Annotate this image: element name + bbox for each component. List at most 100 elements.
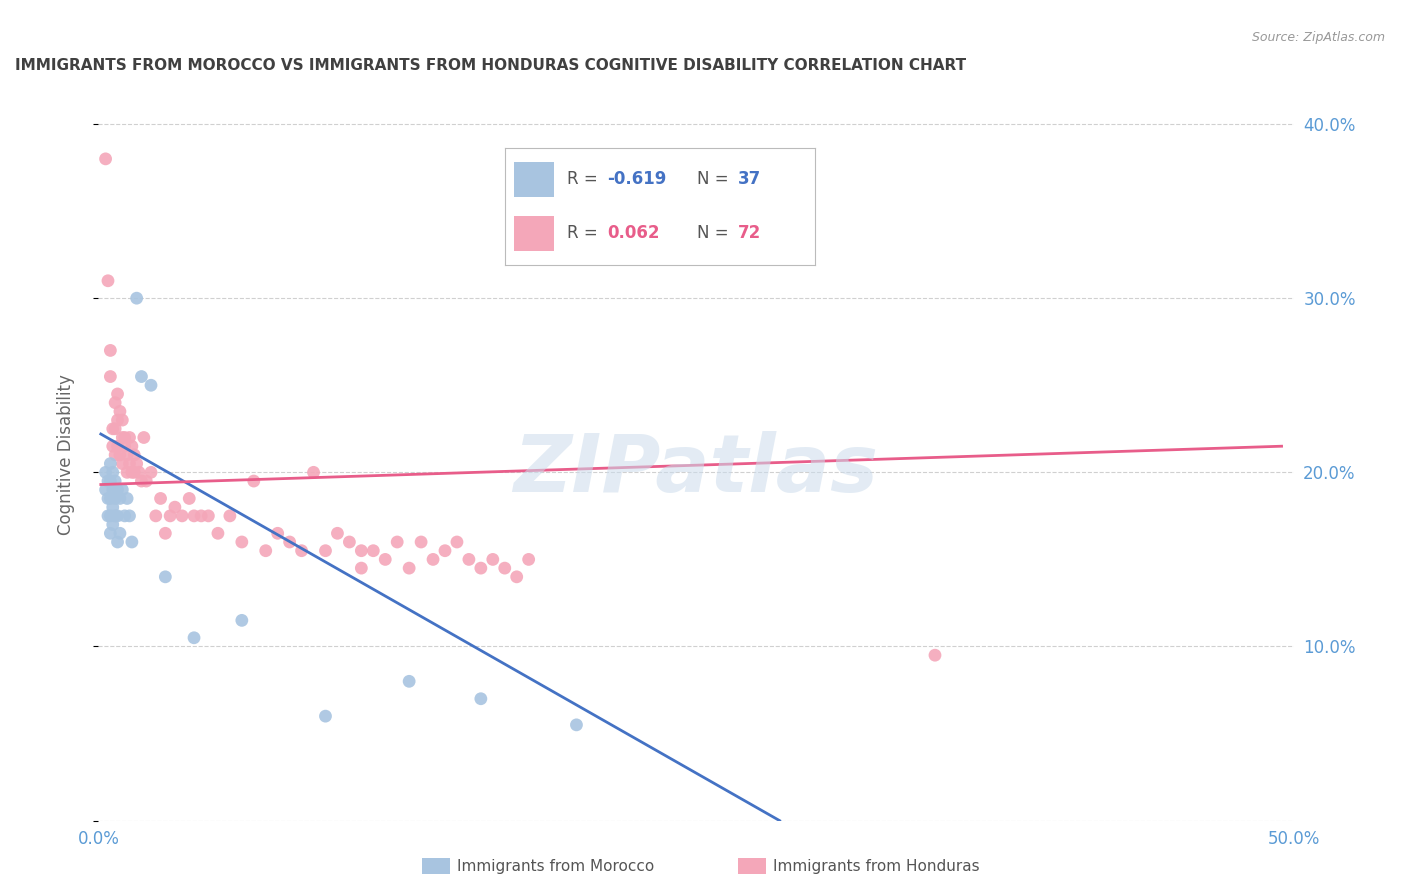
Point (315, 543, 337, 558)
Point (121, 439, 143, 453)
Point (302, 466, 325, 480)
Point (565, 718, 588, 732)
Point (94, 152, 117, 166)
Point (115, 491, 138, 506)
Point (101, 466, 124, 480)
Point (131, 369, 153, 384)
Point (108, 448, 131, 462)
Point (506, 570, 529, 584)
Point (107, 508, 129, 523)
Point (114, 430, 136, 444)
Point (124, 448, 146, 462)
Point (98, 457, 122, 471)
Point (924, 648, 946, 663)
Point (243, 474, 266, 488)
Point (422, 552, 444, 566)
Point (197, 508, 219, 523)
Point (118, 508, 141, 523)
Point (97, 474, 120, 488)
Point (111, 483, 134, 497)
Point (172, 508, 194, 523)
Point (155, 570, 177, 584)
Point (124, 466, 146, 480)
Text: Immigrants from Morocco: Immigrants from Morocco (457, 859, 654, 873)
Point (135, 474, 157, 488)
Point (107, 387, 129, 401)
Text: ZIPatlas: ZIPatlas (513, 431, 879, 508)
Point (98, 526, 122, 541)
Point (163, 500, 186, 515)
Point (101, 422, 124, 436)
Point (254, 543, 277, 558)
Point (179, 491, 201, 506)
Point (278, 535, 301, 549)
Point (267, 526, 290, 541)
Point (433, 543, 456, 558)
Point (98, 369, 122, 384)
Point (458, 552, 481, 566)
Point (190, 508, 212, 523)
Point (98, 474, 122, 488)
Point (159, 508, 181, 523)
Point (149, 491, 172, 506)
Point (97, 274, 120, 288)
Point (111, 430, 134, 444)
Point (219, 508, 242, 523)
Point (121, 466, 143, 480)
Point (104, 448, 127, 462)
Point (104, 422, 127, 436)
Point (101, 483, 124, 497)
Point (363, 543, 385, 558)
Point (101, 439, 124, 453)
Text: Source: ZipAtlas.com: Source: ZipAtlas.com (1251, 31, 1385, 45)
Point (128, 466, 150, 480)
Point (470, 691, 492, 706)
Point (97, 491, 120, 506)
Point (446, 535, 468, 549)
Point (118, 457, 141, 471)
Point (111, 413, 134, 427)
Text: IMMIGRANTS FROM MOROCCO VS IMMIGRANTS FROM HONDURAS COGNITIVE DISABILITY CORRELA: IMMIGRANTS FROM MOROCCO VS IMMIGRANTS FR… (15, 58, 966, 73)
Point (98, 343, 122, 358)
Point (94, 483, 117, 497)
Point (98, 508, 122, 523)
Point (481, 552, 505, 566)
Point (107, 439, 129, 453)
Point (350, 561, 373, 575)
Point (470, 561, 492, 575)
Point (115, 448, 138, 462)
Point (231, 535, 253, 549)
Point (291, 543, 314, 558)
Point (115, 466, 138, 480)
Point (107, 483, 129, 497)
Point (104, 395, 127, 409)
Point (494, 561, 516, 575)
Y-axis label: Cognitive Disability: Cognitive Disability (56, 375, 75, 535)
Point (131, 474, 153, 488)
Point (94, 466, 117, 480)
Point (517, 552, 540, 566)
Point (398, 674, 420, 689)
Point (145, 508, 167, 523)
Point (101, 500, 124, 515)
Point (107, 413, 129, 427)
Point (118, 430, 141, 444)
Point (183, 508, 205, 523)
Point (104, 491, 127, 506)
Point (132, 430, 155, 444)
Point (139, 466, 162, 480)
Point (108, 491, 131, 506)
Point (315, 709, 337, 723)
Point (104, 508, 127, 523)
Point (374, 552, 396, 566)
Point (114, 508, 136, 523)
Point (125, 457, 148, 471)
Point (398, 561, 420, 575)
Point (411, 535, 433, 549)
Point (108, 404, 131, 418)
Point (231, 613, 253, 627)
Point (385, 535, 409, 549)
Point (108, 526, 131, 541)
Point (107, 535, 129, 549)
Point (98, 491, 122, 506)
